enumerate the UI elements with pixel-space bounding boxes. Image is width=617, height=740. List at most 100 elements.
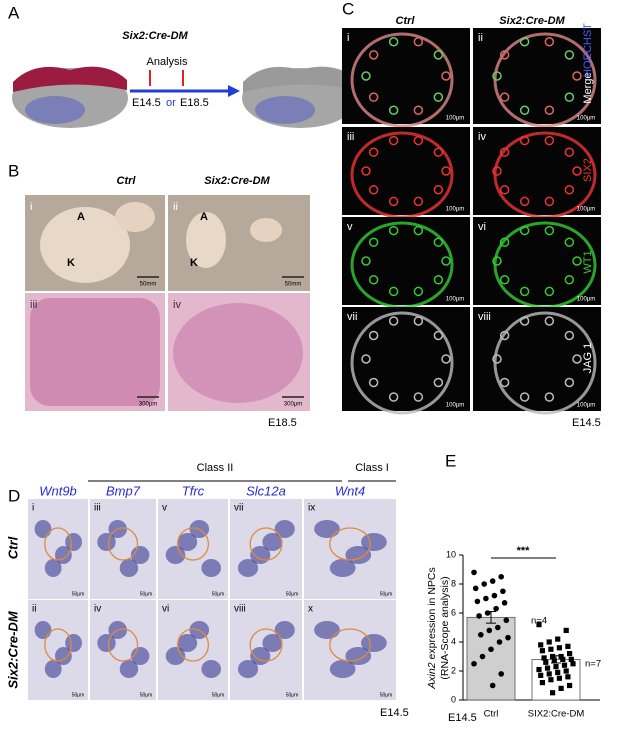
image-numeral: ii — [32, 604, 36, 615]
cell-cluster — [413, 225, 424, 236]
image-numeral: viii — [234, 604, 246, 615]
cell-cluster — [441, 256, 451, 266]
stain-blob — [97, 634, 116, 652]
scale-label: 50μm — [380, 692, 393, 698]
image-numeral: iii — [347, 131, 354, 143]
cell-cluster — [564, 147, 575, 157]
scale-label: 50μm — [140, 692, 153, 698]
x-tick-label: Ctrl — [484, 709, 499, 720]
scale-label: 50μm — [286, 591, 299, 597]
data-point — [501, 600, 508, 606]
cell-cluster — [492, 166, 502, 176]
stain-blob — [130, 546, 150, 564]
image-numeral: vi — [478, 221, 486, 233]
data-point — [567, 682, 573, 689]
stain-blob — [262, 634, 283, 652]
cell-cluster — [519, 225, 530, 236]
organ — [40, 207, 130, 283]
stain-label: WT1 — [582, 250, 594, 273]
data-point — [503, 617, 510, 624]
stain-blob — [177, 533, 198, 551]
image-numeral: iv — [94, 604, 101, 615]
y-tick-label: 6 — [451, 607, 456, 617]
data-point — [471, 660, 477, 667]
stain-blob — [329, 660, 356, 678]
image-numeral: ii — [478, 32, 483, 44]
cell-cluster — [519, 196, 530, 207]
row-label: Ctrl — [5, 536, 20, 559]
image-numeral: x — [308, 604, 313, 615]
data-point — [496, 639, 503, 645]
panel-label: B — [8, 161, 19, 180]
stage-label: or — [166, 97, 176, 109]
stain-blob — [274, 520, 295, 538]
stain-blob — [262, 533, 283, 551]
data-point — [558, 685, 564, 691]
stain-blob — [119, 660, 139, 678]
stain-blob — [361, 634, 387, 652]
cell-cluster — [499, 147, 510, 157]
data-point — [567, 651, 573, 657]
cell-cluster — [368, 147, 379, 157]
cell-cluster — [413, 286, 424, 297]
scale-label: 50μm — [140, 591, 153, 597]
kidney-shape — [25, 96, 85, 124]
stain-label: HOECHST — [582, 23, 594, 77]
stain-blob — [177, 634, 198, 652]
row-label: Six2:Cre-DM — [5, 610, 20, 688]
cell-cluster — [441, 71, 451, 81]
cell-cluster — [368, 50, 379, 60]
data-point — [570, 661, 576, 667]
stain-blob — [165, 546, 186, 564]
data-point — [556, 645, 562, 651]
data-point — [553, 664, 559, 670]
data-point — [505, 634, 511, 641]
cell-cluster — [433, 330, 444, 341]
data-point — [484, 610, 491, 616]
stage-label: E18.5 — [180, 97, 209, 109]
cell-cluster — [499, 185, 510, 195]
cell-cluster — [572, 71, 582, 81]
organ — [115, 202, 155, 232]
image-numeral: vii — [347, 311, 357, 323]
outline — [329, 527, 371, 561]
gene-label: Tfrc — [182, 483, 205, 498]
data-point — [565, 674, 571, 680]
stain-blob — [237, 559, 259, 577]
stain-label: Merge — [582, 72, 594, 103]
outline — [44, 628, 72, 662]
cell-cluster — [572, 354, 582, 364]
kidney-cap — [243, 66, 357, 92]
axis-title: Axin2 expression in NPCs — [426, 567, 438, 689]
data-point — [472, 585, 479, 592]
data-point — [538, 642, 544, 648]
cell-cluster — [433, 377, 444, 388]
data-point — [546, 671, 552, 677]
stain-blob — [97, 533, 116, 551]
cell-cluster — [413, 316, 424, 326]
data-point — [491, 592, 498, 599]
stain-blob — [34, 621, 52, 639]
cell-cluster — [519, 135, 530, 146]
cell-cluster — [564, 185, 575, 195]
data-point — [568, 656, 574, 662]
cell-cluster — [499, 237, 510, 247]
cell-cluster — [544, 392, 555, 402]
cell-cluster — [361, 166, 371, 176]
cell-cluster — [519, 392, 530, 402]
cell-cluster — [361, 354, 371, 364]
image-numeral: vi — [162, 604, 169, 615]
data-point — [486, 627, 493, 634]
cell-cluster — [519, 105, 530, 115]
cell-cluster — [413, 196, 424, 207]
column-label: Ctrl — [396, 15, 416, 27]
cell-cluster — [368, 237, 379, 247]
cell-cluster — [388, 286, 399, 297]
data-point — [563, 627, 569, 633]
data-point — [474, 598, 481, 605]
cell-cluster — [368, 377, 379, 388]
cell-cluster — [368, 92, 379, 102]
data-point — [476, 613, 482, 619]
cell-cluster — [499, 377, 510, 388]
